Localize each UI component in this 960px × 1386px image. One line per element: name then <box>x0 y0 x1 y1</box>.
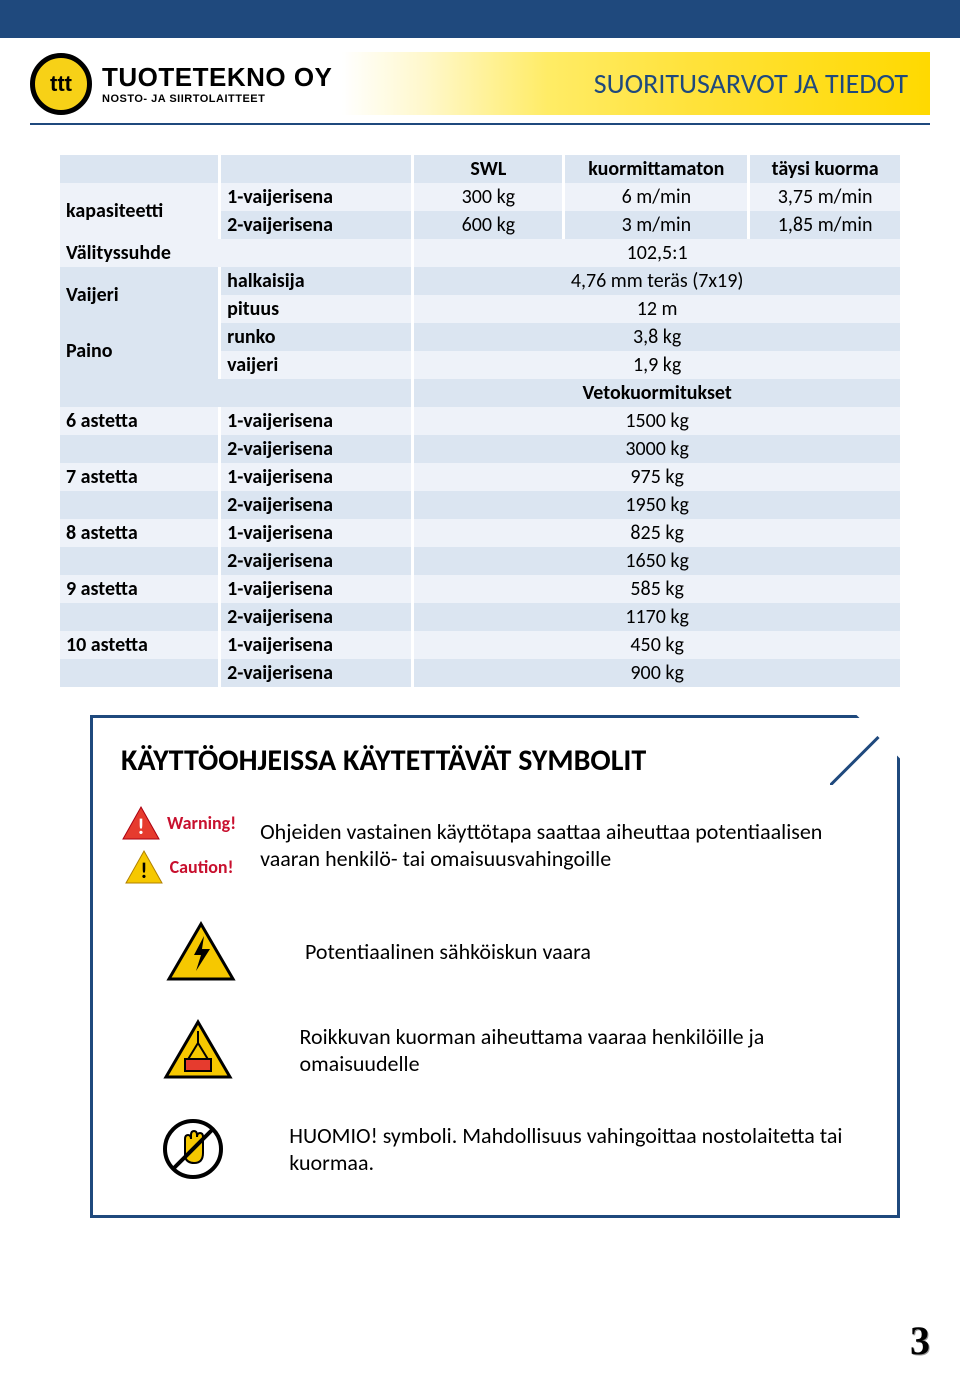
th-noload: kuormittamaton <box>564 155 749 183</box>
symbol-row: Roikkuvan kuorman aiheuttama vaaraa henk… <box>121 1019 869 1081</box>
symbol-desc: Potentiaalinen sähköiskun vaara <box>305 938 591 966</box>
symbol-row: ! Warning! ! Caution! Ohjeiden vastainen… <box>121 805 869 885</box>
page-title: SUORITUSARVOT JA TIEDOT <box>342 52 930 115</box>
suspended-load-icon <box>121 1019 275 1081</box>
symbol-desc: Ohjeiden vastainen käyttötapa saattaa ai… <box>260 818 869 873</box>
svg-text:!: ! <box>137 813 144 840</box>
symbols-title: KÄYTTÖOHJEISSA KÄYTETTÄVÄT SYMBOLIT <box>121 742 869 779</box>
logo-icon: ttt <box>30 53 92 115</box>
svg-text:!: ! <box>140 857 147 884</box>
symbols-box: KÄYTTÖOHJEISSA KÄYTETTÄVÄT SYMBOLIT ! Wa… <box>90 715 900 1218</box>
spec-table: SWL kuormittamaton täysi kuorma kapasite… <box>60 155 900 687</box>
company-name: TUOTETEKNO OY <box>102 62 332 93</box>
symbol-row: Potentiaalinen sähköiskun vaara <box>121 921 869 983</box>
top-accent-bar <box>0 0 960 38</box>
symbol-desc: HUOMIO! symboli. Mahdollisuus vahingoitt… <box>289 1122 869 1177</box>
label-vetokuormitukset: Vetokuormitukset <box>413 379 900 407</box>
th-full: täysi kuorma <box>749 155 900 183</box>
label-paino: Paino <box>60 323 220 379</box>
label-valityssuhde: Välityssuhde <box>60 239 413 267</box>
page-header: ttt TUOTETEKNO OY NOSTO- JA SIIRTOLAITTE… <box>30 52 930 115</box>
page-number: 3 <box>910 1317 930 1364</box>
label-kapasiteetti: kapasiteetti <box>60 183 220 239</box>
symbol-desc: Roikkuvan kuorman aiheuttama vaaraa henk… <box>299 1023 869 1078</box>
warning-caution-icon: ! Warning! ! Caution! <box>121 805 236 885</box>
logo-block: ttt TUOTETEKNO OY NOSTO- JA SIIRTOLAITTE… <box>30 53 332 115</box>
symbol-row: HUOMIO! symboli. Mahdollisuus vahingoitt… <box>121 1117 869 1181</box>
electric-hazard-icon <box>121 921 281 983</box>
label-vaijeri: Vaijeri <box>60 267 220 323</box>
no-hand-icon <box>121 1117 265 1181</box>
th-swl: SWL <box>413 155 564 183</box>
company-subtitle: NOSTO- JA SIIRTOLAITTEET <box>102 93 332 105</box>
